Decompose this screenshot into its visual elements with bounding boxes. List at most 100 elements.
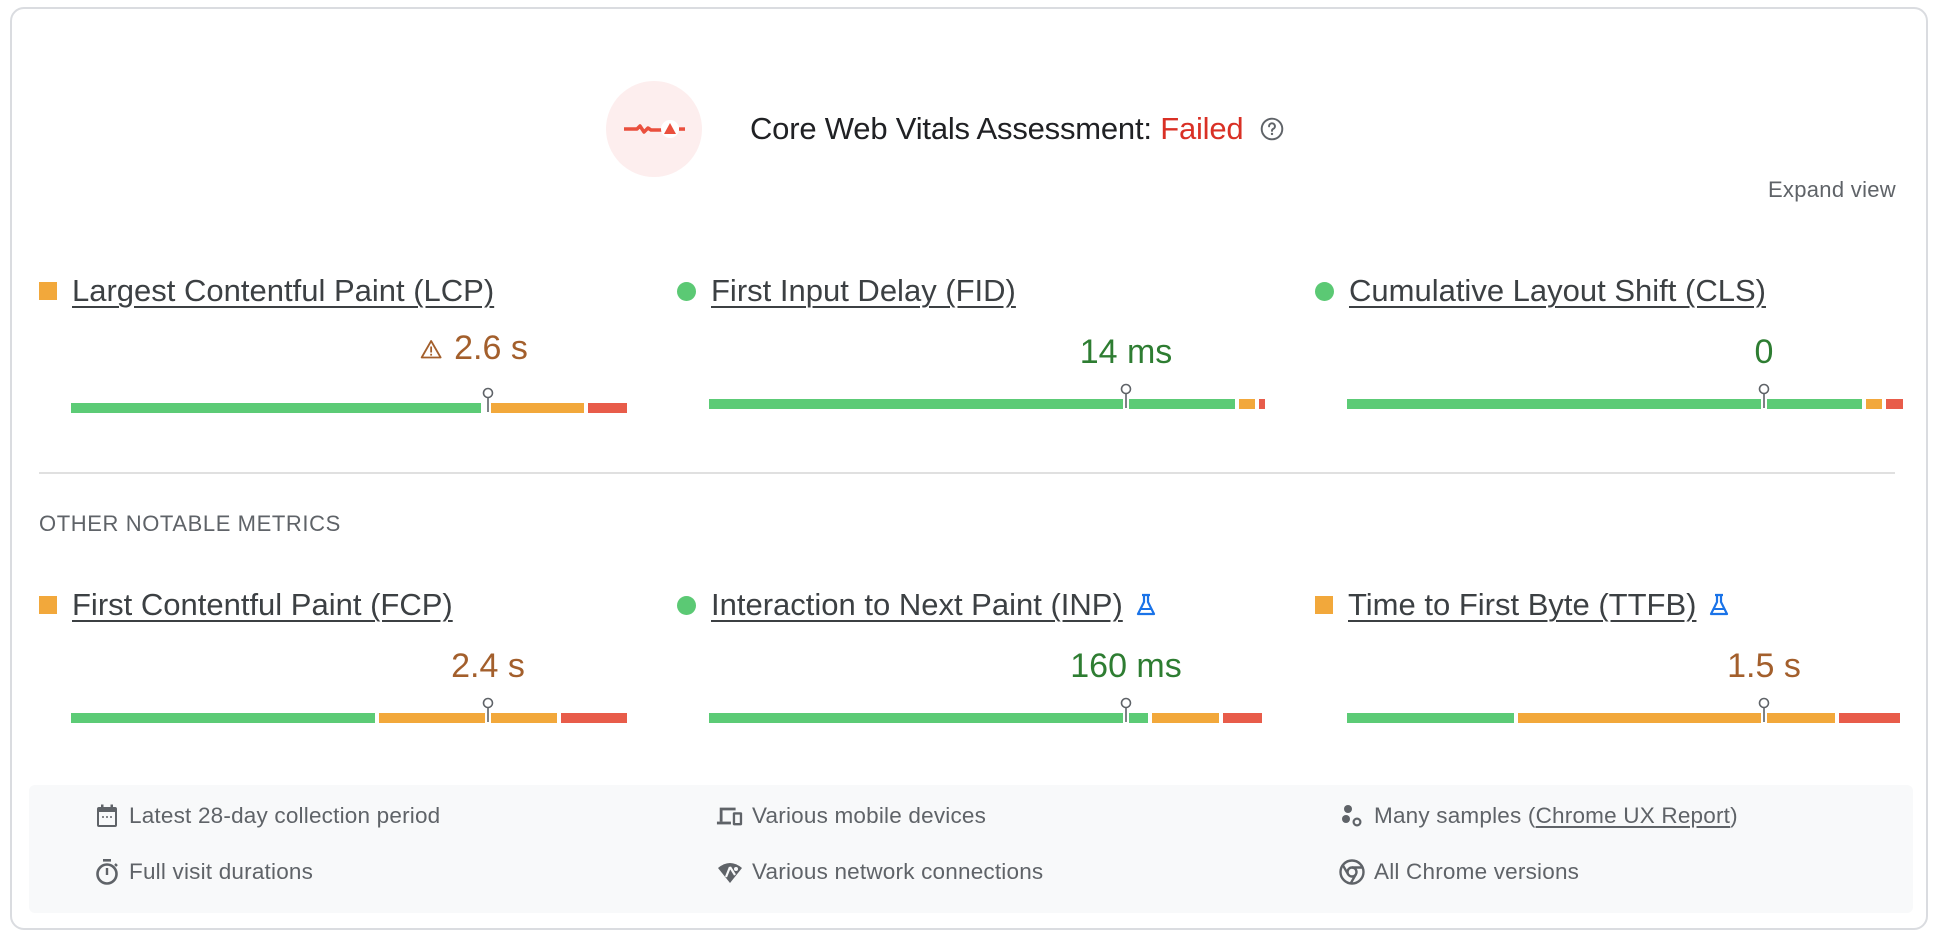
metric-fcp: First Contentful Paint (FCP) 2.4 s (39, 585, 639, 735)
metric-ttfb: Time to First Byte (TTFB) 1.5 s (1315, 585, 1915, 735)
p75-marker-icon (1758, 383, 1770, 409)
good-segment (709, 713, 1149, 723)
info-text: Many samples ( (1374, 803, 1536, 828)
section-divider (39, 472, 1895, 474)
p75-marker-icon (482, 697, 494, 723)
calendar-icon (93, 802, 121, 830)
needs-improvement-indicator-icon (39, 596, 57, 614)
warning-icon (420, 339, 442, 359)
inp-value: 160 ms (1070, 647, 1182, 686)
assessment-status: Failed (1160, 111, 1244, 146)
cls-distribution-bar (1347, 399, 1903, 409)
fid-distribution-bar (709, 399, 1265, 409)
metric-value-text: 0 (1754, 333, 1774, 371)
inp-title-link[interactable]: Interaction to Next Paint (INP) (711, 587, 1123, 622)
needs-improvement-indicator-icon (39, 282, 57, 300)
poor-segment (1259, 399, 1265, 409)
info-devices: Various mobile devices (716, 802, 986, 830)
needs-improvement-segment (1517, 713, 1835, 723)
info-text: ) (1730, 803, 1738, 828)
info-network: Various network connections (716, 858, 1043, 886)
ttfb-title-link[interactable]: Time to First Byte (TTFB) (1348, 587, 1697, 622)
good-indicator-icon (1315, 281, 1334, 301)
devices-icon (716, 802, 744, 830)
chrome-ux-report-link[interactable]: Chrome UX Report (1535, 803, 1731, 828)
failed-vitals-icon (606, 81, 702, 177)
p75-marker-icon (1120, 383, 1132, 409)
help-circle-icon[interactable] (1259, 116, 1285, 142)
metric-header: First Contentful Paint (FCP) (39, 585, 639, 625)
needs-improvement-indicator-icon (1315, 596, 1333, 614)
inp-distribution-bar (709, 713, 1265, 723)
needs-improvement-segment (1238, 399, 1256, 409)
fcp-title-link[interactable]: First Contentful Paint (FCP) (72, 587, 453, 622)
info-text: Latest 28-day collection period (129, 803, 441, 828)
metric-value-text: 2.4 s (451, 647, 525, 685)
info-samples: Many samples (Chrome UX Report) (1338, 802, 1738, 830)
cls-title-link[interactable]: Cumulative Layout Shift (CLS) (1349, 273, 1766, 308)
expand-view-button[interactable]: Expand view (1767, 177, 1896, 202)
fcp-distribution-bar (71, 713, 627, 723)
metric-value-text: 14 ms (1079, 333, 1173, 371)
experimental-flask-icon[interactable] (1135, 593, 1157, 617)
samples-icon (1338, 802, 1366, 830)
needs-improvement-segment (1152, 713, 1219, 723)
poor-segment (1838, 713, 1900, 723)
fid-title-link[interactable]: First Input Delay (FID) (711, 273, 1016, 308)
metric-fid: First Input Delay (FID) 14 ms (677, 271, 1277, 421)
poor-segment (1222, 713, 1262, 723)
good-segment (71, 403, 481, 413)
info-collection-period: Latest 28-day collection period (93, 802, 440, 830)
chrome-icon (1338, 858, 1366, 886)
assessment-title: Core Web Vitals Assessment: Failed (750, 111, 1244, 147)
metric-lcp: Largest Contentful Paint (LCP) 2.6 s (39, 271, 639, 421)
poor-segment (588, 403, 627, 413)
lcp-title-link[interactable]: Largest Contentful Paint (LCP) (72, 273, 495, 308)
network-icon (716, 858, 744, 886)
metric-cls: Cumulative Layout Shift (CLS) 0 (1315, 271, 1915, 421)
lcp-value: 2.6 s (420, 329, 528, 368)
metric-inp: Interaction to Next Paint (INP) 160 ms (677, 585, 1277, 735)
metric-value-text: 2.6 s (454, 329, 528, 367)
info-text: Various network connections (752, 859, 1044, 884)
cls-value: 0 (1755, 333, 1774, 372)
assessment-title-text: Core Web Vitals Assessment: (750, 111, 1161, 146)
needs-improvement-segment (1865, 399, 1883, 409)
good-segment (71, 713, 376, 723)
ttfb-value: 1.5 s (1727, 647, 1801, 686)
metric-header: First Input Delay (FID) (677, 271, 1277, 311)
needs-improvement-segment (484, 403, 585, 413)
metric-header: Cumulative Layout Shift (CLS) (1315, 271, 1915, 311)
p75-marker-icon (1120, 697, 1132, 723)
info-text: All Chrome versions (1374, 859, 1580, 884)
fid-value: 14 ms (1080, 333, 1173, 372)
needs-improvement-segment (379, 713, 557, 723)
metric-header: Time to First Byte (TTFB) (1315, 585, 1915, 625)
metric-value-text: 1.5 s (1727, 647, 1801, 685)
data-info-panel: Latest 28-day collection period Full vis… (29, 785, 1913, 913)
poor-segment (560, 713, 627, 723)
info-text: Various mobile devices (752, 803, 987, 828)
metric-header: Interaction to Next Paint (INP) (677, 585, 1277, 625)
core-web-vitals-card: Core Web Vitals Assessment: Failed Expan… (10, 7, 1928, 930)
info-chrome-versions: All Chrome versions (1338, 858, 1579, 886)
stopwatch-icon (93, 858, 121, 886)
good-indicator-icon (677, 281, 696, 301)
other-metrics-heading: OTHER NOTABLE METRICS (39, 511, 341, 536)
p75-marker-icon (1758, 697, 1770, 723)
lcp-distribution-bar (71, 403, 627, 413)
poor-segment (1886, 399, 1903, 409)
metric-header: Largest Contentful Paint (LCP) (39, 271, 639, 311)
good-segment (709, 399, 1235, 409)
ttfb-distribution-bar (1347, 713, 1903, 723)
good-segment (1347, 399, 1862, 409)
good-indicator-icon (677, 595, 696, 615)
assessment-header: Core Web Vitals Assessment: Failed (606, 74, 1285, 184)
fcp-value: 2.4 s (451, 647, 525, 686)
experimental-flask-icon[interactable] (1708, 593, 1730, 617)
info-text: Full visit durations (129, 859, 314, 884)
info-visit-durations: Full visit durations (93, 858, 313, 886)
metric-value-text: 160 ms (1070, 647, 1182, 685)
p75-marker-icon (482, 387, 494, 413)
good-segment (1347, 713, 1514, 723)
